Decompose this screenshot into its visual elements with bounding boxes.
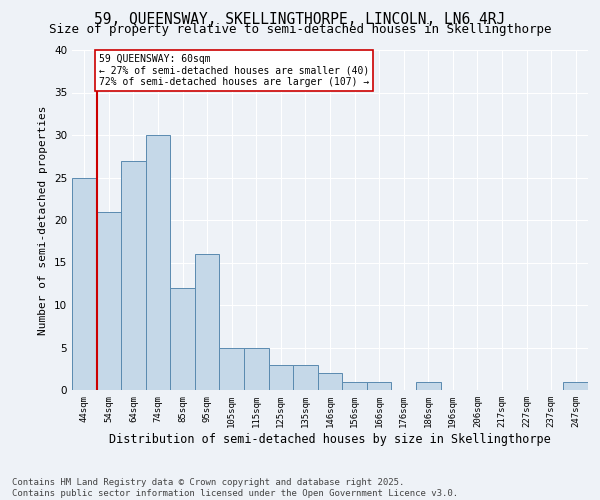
Bar: [146, 135, 170, 390]
Text: 59, QUEENSWAY, SKELLINGTHORPE, LINCOLN, LN6 4RJ: 59, QUEENSWAY, SKELLINGTHORPE, LINCOLN, …: [94, 12, 506, 28]
Text: Contains HM Land Registry data © Crown copyright and database right 2025.
Contai: Contains HM Land Registry data © Crown c…: [12, 478, 458, 498]
Bar: [342, 382, 367, 390]
Bar: [293, 364, 318, 390]
Bar: [563, 382, 588, 390]
Y-axis label: Number of semi-detached properties: Number of semi-detached properties: [38, 106, 49, 335]
Bar: [72, 178, 97, 390]
Text: Size of property relative to semi-detached houses in Skellingthorpe: Size of property relative to semi-detach…: [49, 22, 551, 36]
Bar: [97, 212, 121, 390]
Text: 59 QUEENSWAY: 60sqm
← 27% of semi-detached houses are smaller (40)
72% of semi-d: 59 QUEENSWAY: 60sqm ← 27% of semi-detach…: [99, 54, 369, 88]
Bar: [367, 382, 391, 390]
Bar: [121, 160, 146, 390]
Bar: [170, 288, 195, 390]
Bar: [416, 382, 440, 390]
Bar: [195, 254, 220, 390]
Bar: [244, 348, 269, 390]
Bar: [269, 364, 293, 390]
Bar: [318, 373, 342, 390]
X-axis label: Distribution of semi-detached houses by size in Skellingthorpe: Distribution of semi-detached houses by …: [109, 432, 551, 446]
Bar: [220, 348, 244, 390]
